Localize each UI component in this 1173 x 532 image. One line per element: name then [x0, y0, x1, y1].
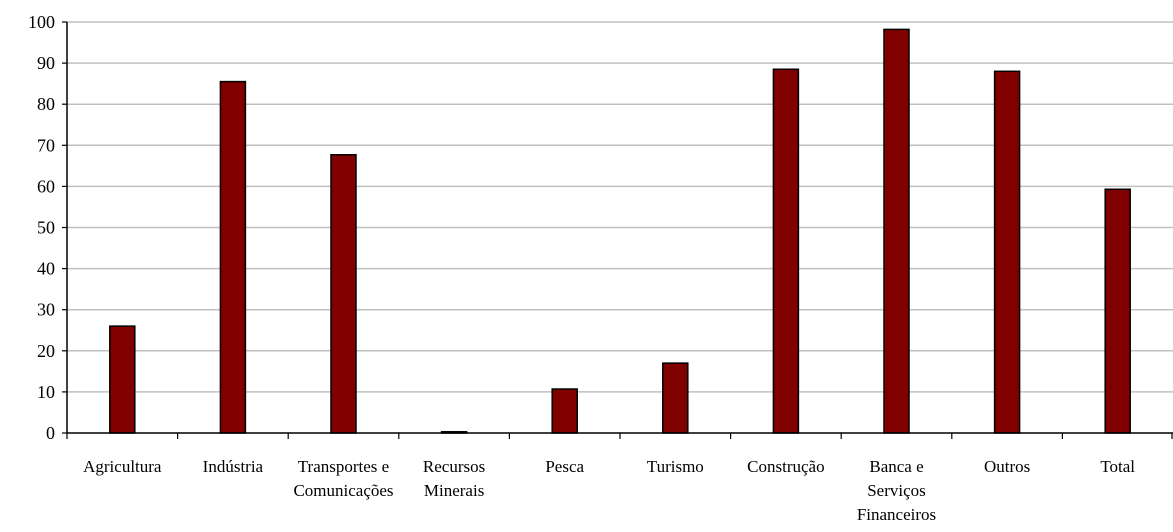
- x-tick-label: Comunicações: [293, 481, 393, 500]
- y-tick-label: 40: [37, 259, 55, 279]
- y-tick-label: 90: [37, 53, 55, 73]
- x-tick-label: Turismo: [647, 457, 704, 476]
- bar: [993, 70, 1021, 434]
- x-tick-label: Transportes e: [298, 457, 389, 476]
- bar: [772, 68, 800, 434]
- x-tick-label: Minerais: [424, 481, 484, 500]
- x-tick-label: Financeiros: [857, 505, 936, 524]
- bar: [883, 28, 910, 434]
- x-tick-label: Outros: [984, 457, 1030, 476]
- bar: [1104, 188, 1131, 434]
- x-tick-label: Total: [1100, 457, 1135, 476]
- y-tick-label: 30: [37, 300, 55, 320]
- x-tick-label: Pesca: [545, 457, 584, 476]
- y-tick-label: 80: [37, 94, 55, 114]
- bar: [109, 325, 136, 434]
- bar: [219, 80, 247, 434]
- x-tick-label: Agricultura: [83, 457, 162, 476]
- bar: [551, 388, 578, 434]
- x-tick-label: Banca e: [869, 457, 923, 476]
- y-tick-label: 70: [37, 135, 55, 155]
- x-tick-label: Indústria: [203, 457, 264, 476]
- y-axis-ticks: 0 10 20 30 40 50 60 70 80 90 100: [28, 12, 67, 443]
- x-tick-label: Serviços: [867, 481, 926, 500]
- y-tick-label: 20: [37, 341, 55, 361]
- bars: [109, 28, 1131, 434]
- y-tick-label: 10: [37, 382, 55, 402]
- y-tick-label: 0: [46, 423, 55, 443]
- x-tick-label: Construção: [747, 457, 824, 476]
- bar: [662, 362, 689, 434]
- x-axis-labels: Agricultura Indústria Transportes e Comunic…: [83, 457, 1135, 524]
- y-tick-label: 50: [37, 218, 55, 238]
- bar: [330, 154, 357, 434]
- gridlines: [67, 21, 1173, 393]
- x-tick-label: Recursos: [423, 457, 485, 476]
- y-tick-label: 60: [37, 176, 55, 196]
- y-tick-label: 100: [28, 12, 55, 32]
